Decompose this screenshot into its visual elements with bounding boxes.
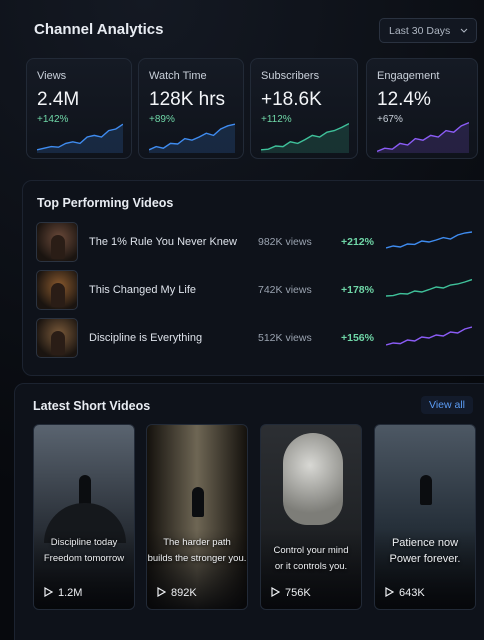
short-card[interactable]: Control your mind or it controls you. 756K [260,424,362,610]
stat-change: +89% [149,114,175,125]
sparkline [386,278,472,297]
stat-value: 12.4% [377,89,431,110]
views-count: 643K [399,587,425,599]
top-videos-panel: Top Performing Videos [22,180,484,376]
stat-change: +67% [377,114,403,125]
play-icon [157,586,167,598]
sparkline [37,123,123,153]
stat-value: 128K hrs [149,89,226,110]
caption-line: Patience now [391,537,459,549]
short-caption: Discipline today Freedom tomorrow [34,535,134,567]
page-title: Channel Analytics [34,21,164,38]
thumbnail-figure [51,331,65,355]
sparkline [386,231,472,249]
caption-line: builds the stronger you. [147,553,247,564]
caption-line: Control your mind [273,545,349,556]
video-title: The 1% Rule You Never Knew [89,236,237,248]
stat-card: Subscribers +18.6K +112% [250,58,358,159]
statue-head [283,433,343,525]
stat-label: Engagement [377,70,440,82]
view-all-link[interactable]: View all [421,396,473,414]
thumbnail-figure [51,283,65,307]
short-card[interactable]: The harder path builds the stronger you. 8… [146,424,248,610]
video-title: Discipline is Everything [89,332,203,344]
video-change: +156% [341,332,374,344]
short-views: 892K [157,586,197,599]
silhouette [79,475,91,505]
section-title: Top Performing Videos [37,196,174,210]
video-title: This Changed My Life [89,284,196,296]
stat-label: Watch Time [149,70,207,82]
stat-label: Views [37,70,67,82]
caption-line: Freedom tomorrow [43,553,125,564]
shade [147,529,247,609]
sparkline [261,122,349,153]
shade [34,529,134,609]
stat-card: Watch Time 128K hrs +89% [138,58,244,159]
video-change: +178% [341,284,374,296]
video-thumbnail [36,222,78,262]
short-caption: Patience now Power forever. [375,535,475,567]
video-views: 742K views [258,284,312,296]
short-card[interactable]: Patience now Power forever. 643K [374,424,476,610]
stat-label: Subscribers [261,70,320,82]
range-dropdown[interactable]: Last 30 Days [379,18,477,43]
views-count: 1.2M [58,587,83,599]
silhouette [192,487,204,517]
short-views: 643K [385,586,425,599]
play-icon [44,586,54,598]
video-views: 512K views [258,332,312,344]
chevron [460,28,468,33]
short-views: 756K [271,586,311,599]
caption-line: or it controls you. [274,561,348,572]
range-label: Last 30 Days [389,25,451,37]
stat-value: 2.4M [37,89,80,110]
short-views: 1.2M [44,586,83,599]
stat-change: +142% [37,114,69,125]
stat-change: +112% [261,114,292,125]
short-card[interactable]: Discipline today Freedom tomorrow 1.2M [33,424,135,610]
caption-line: Discipline today [50,537,118,548]
shade [375,529,475,609]
caption-line: The harder path [163,537,231,548]
silhouette [420,475,432,505]
sparkline [377,121,469,153]
caption-line: Power forever. [389,553,461,565]
play-icon [271,586,281,598]
sparkline [149,123,235,153]
play-icon [385,586,395,598]
views-count: 892K [171,587,197,599]
sparkline [386,326,472,346]
video-views: 982K views [258,236,312,248]
views-count: 756K [285,587,311,599]
video-thumbnail [36,270,78,310]
thumbnail-figure [51,235,65,259]
stat-value: +18.6K [261,89,322,110]
shade [261,529,361,609]
short-caption: Control your mind or it controls you. [261,543,361,575]
short-caption: The harder path builds the stronger you. [147,535,247,567]
section-title: Latest Short Videos [33,399,151,413]
stat-card: Views 2.4M +142% [26,58,132,159]
video-thumbnail [36,318,78,358]
video-change: +212% [341,236,374,248]
stat-card: Engagement 12.4% +67% [366,58,478,159]
